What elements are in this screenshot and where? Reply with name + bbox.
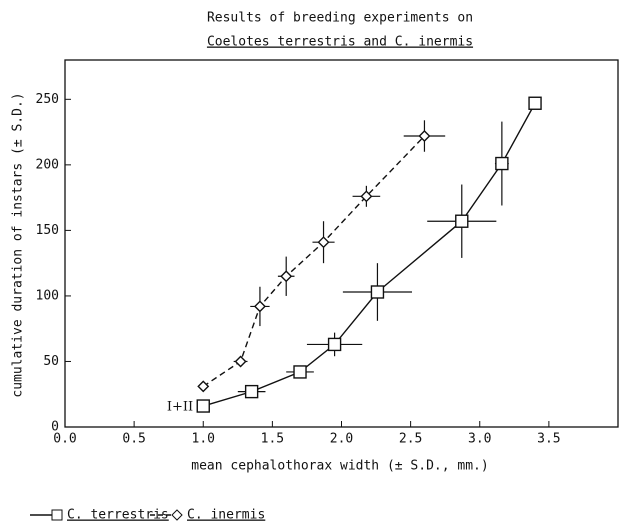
x-tick-label: 1.5 <box>261 432 284 447</box>
y-axis-label: cumulative duration of instars (± S.D.) <box>11 92 26 397</box>
marker-diamond <box>280 270 293 283</box>
x-tick-label: 2.0 <box>330 432 353 447</box>
marker-square <box>327 337 342 352</box>
y-tick-label: 250 <box>36 92 59 107</box>
plot-frame <box>64 59 619 428</box>
y-tick-label: 0 <box>51 420 59 435</box>
y-tick-label: 150 <box>36 223 59 238</box>
x-tick-label: 2.5 <box>399 432 422 447</box>
x-tick-label: 0.0 <box>53 432 76 447</box>
y-tick-label: 50 <box>43 354 59 369</box>
legend-marker <box>51 509 63 521</box>
marker-diamond <box>317 236 330 249</box>
y-tick-label: 200 <box>36 157 59 172</box>
legend-label: C. terrestris <box>67 508 169 523</box>
chart-title: Results of breeding experiments on <box>207 11 473 26</box>
legend-marker <box>171 509 183 521</box>
marker-square <box>455 214 469 228</box>
series-line <box>203 102 536 407</box>
annotation: I+II <box>167 400 193 415</box>
x-tick-label: 0.5 <box>122 432 145 447</box>
marker-diamond <box>197 380 210 393</box>
marker-square <box>370 285 385 299</box>
y-tick-label: 100 <box>36 288 59 303</box>
x-axis-label: mean cephalothorax width (± S.D., mm.) <box>191 459 488 474</box>
x-tick-label: 3.0 <box>468 432 491 447</box>
x-tick-label: 3.5 <box>537 432 560 447</box>
marker-diamond <box>418 130 431 143</box>
marker-diamond <box>253 300 266 313</box>
marker-square <box>196 399 210 413</box>
x-tick-label: 1.0 <box>192 432 215 447</box>
marker-diamond <box>360 190 373 203</box>
series-line <box>202 135 425 387</box>
marker-square <box>293 365 307 379</box>
legend-label: C. inermis <box>187 508 265 523</box>
marker-square <box>495 156 509 171</box>
marker-diamond <box>234 355 247 368</box>
chart-subtitle: Coelotes terrestris and C. inermis <box>207 35 473 50</box>
marker-square <box>244 384 259 399</box>
marker-square <box>528 96 542 110</box>
